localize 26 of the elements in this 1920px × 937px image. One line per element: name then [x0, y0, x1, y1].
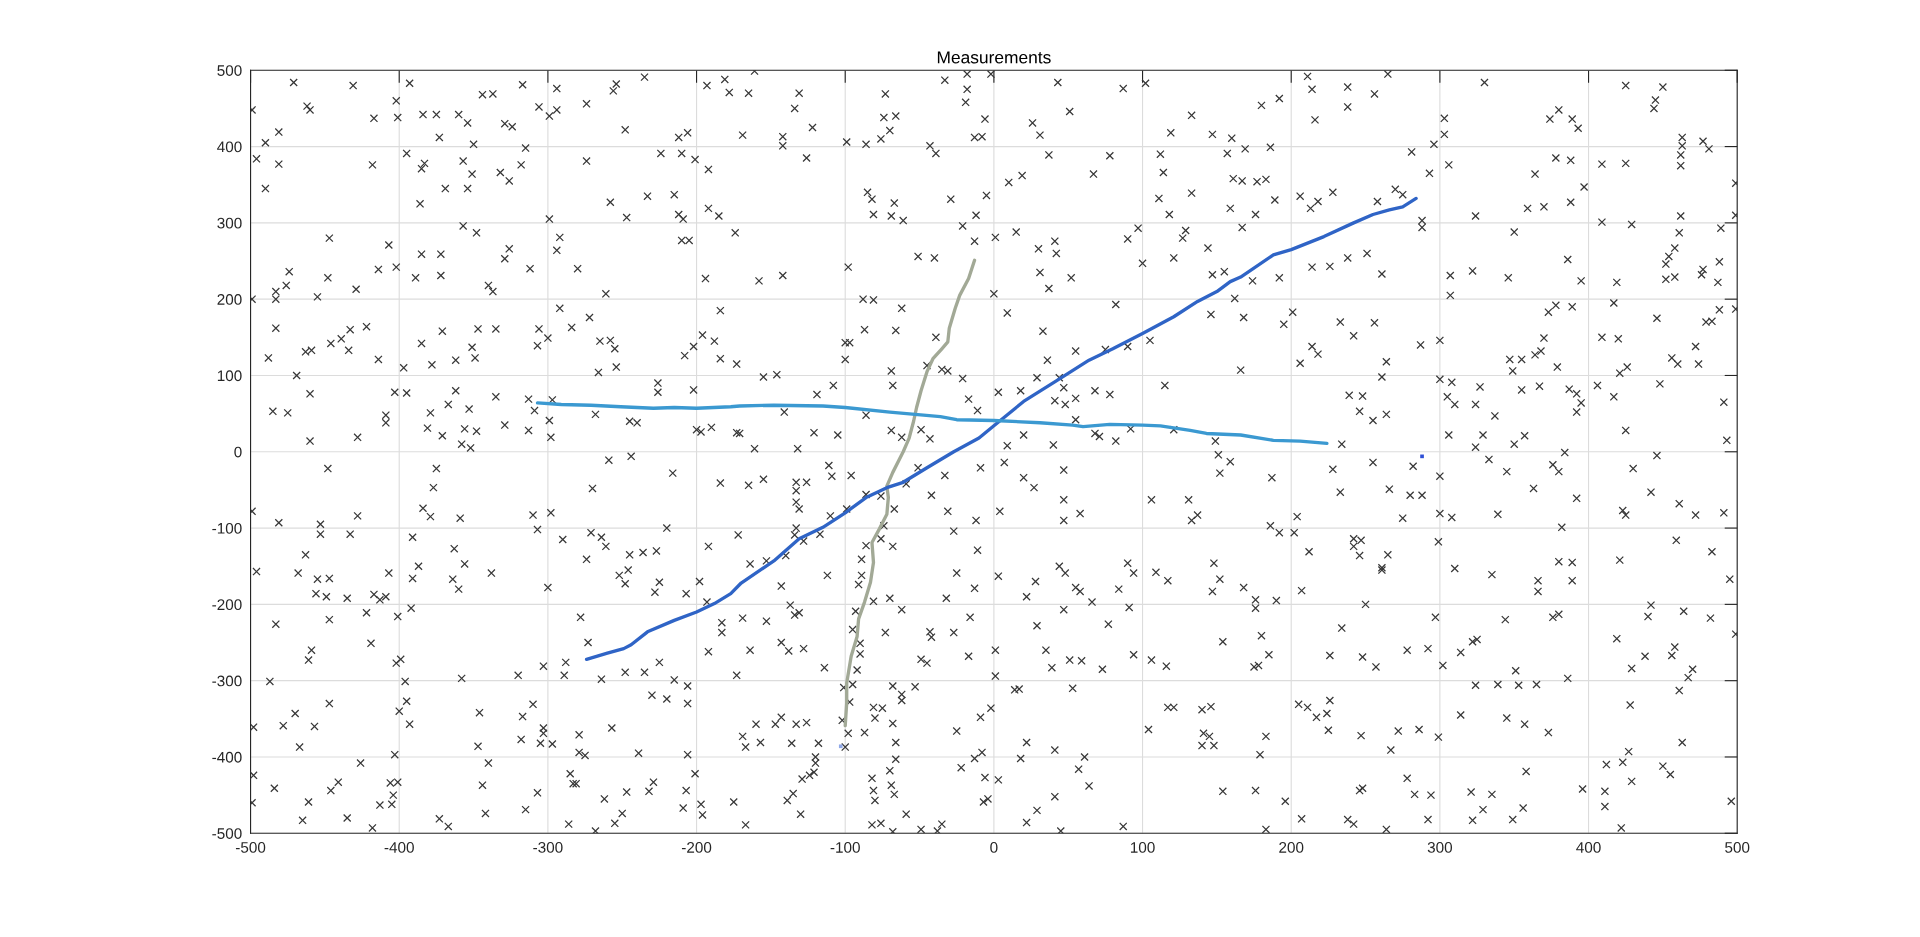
y-tick-label: -100 — [212, 522, 242, 534]
y-tick-label: 500 — [217, 65, 242, 76]
x-tick-label: 500 — [1725, 842, 1750, 853]
y-tick-label: 400 — [217, 141, 242, 153]
y-tick-label: -200 — [212, 599, 242, 611]
y-tick-label: -400 — [212, 751, 242, 763]
x-tick-label: 400 — [1576, 842, 1601, 853]
y-tick-label: -300 — [212, 675, 242, 687]
x-tick-label: -400 — [384, 842, 414, 853]
x-tick-label: -100 — [830, 842, 860, 853]
y-tick-label: 0 — [234, 446, 242, 458]
x-tick-label: 100 — [1130, 842, 1155, 853]
line-series — [535, 401, 1329, 446]
line-series — [584, 196, 1418, 661]
x-tick-label: -300 — [533, 842, 563, 853]
x-tick-label: 300 — [1427, 842, 1453, 853]
y-tick-label: -500 — [212, 828, 242, 839]
x-tick-label: 200 — [1279, 842, 1304, 853]
x-tick-label: -200 — [681, 842, 712, 853]
x-tick-label: 0 — [990, 842, 998, 853]
line-series — [843, 258, 977, 728]
x-tick-label: -500 — [235, 842, 266, 853]
y-tick-label: 100 — [217, 370, 242, 382]
chart-title: Measurements — [937, 51, 1051, 64]
y-tick-label: 200 — [217, 294, 242, 305]
y-tick-label: 300 — [217, 217, 242, 229]
